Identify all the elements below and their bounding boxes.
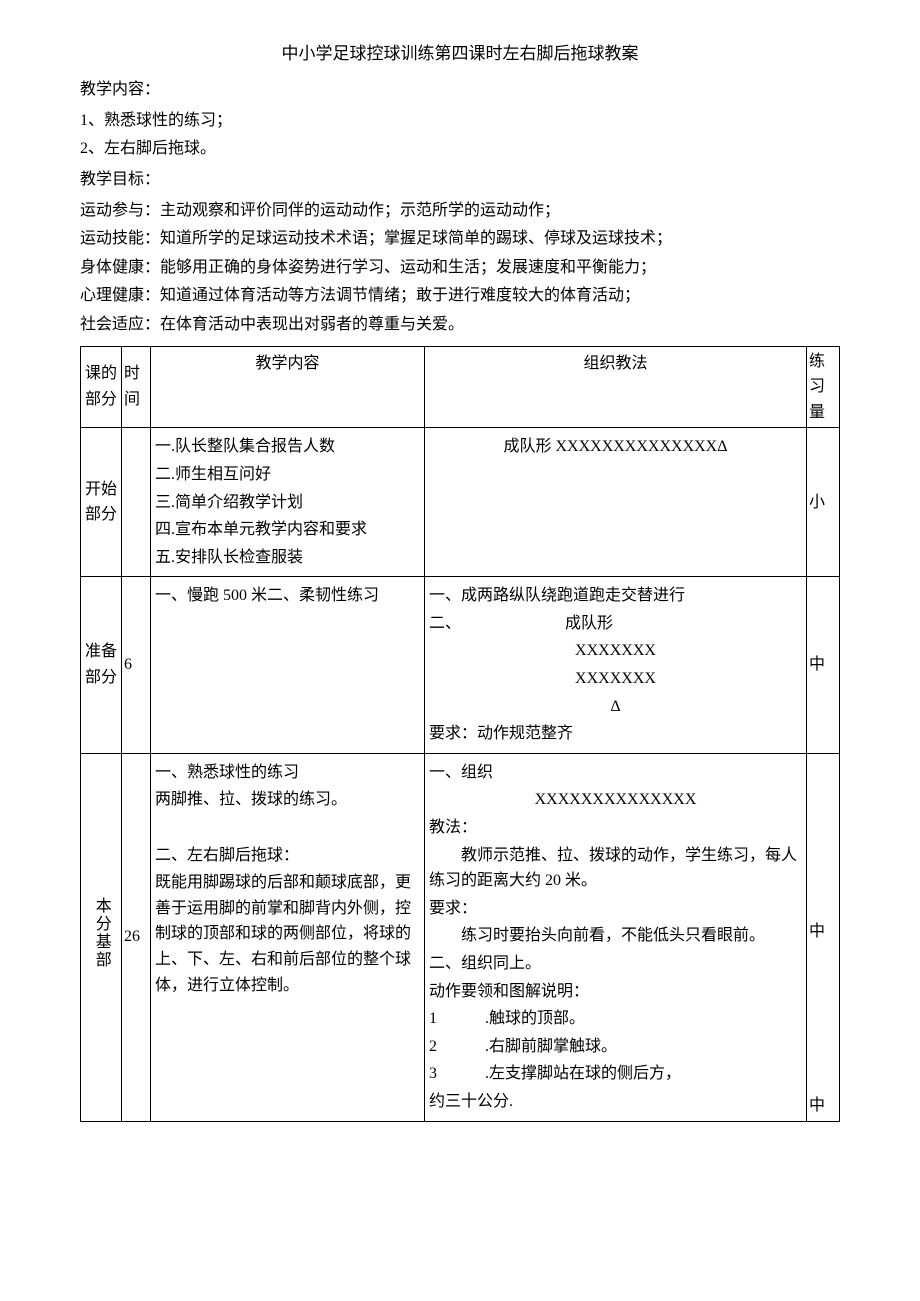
main-method-l8: 约三十公分.	[429, 1089, 802, 1115]
header-volume: 练习量	[807, 346, 840, 428]
main-method-l7: 动作要领和图解说明：	[429, 979, 802, 1005]
header-row: 课的部分 时间 教学内容 组织教法 练习量	[81, 346, 840, 428]
main-method-l4: 要求：	[429, 896, 802, 922]
start-content-l5: 五.安排队长检查服装	[155, 545, 420, 571]
table-row-prep: 准备部分 6 一、慢跑 500 米二、柔韧性练习 一、成两路纵队绕跑道跑走交替进…	[81, 577, 840, 754]
main-volume: 中 中	[807, 753, 840, 1121]
goal-1: 运动参与：主动观察和评价同伴的运动动作；示范所学的运动动作；	[80, 198, 840, 224]
start-content: 一.队长整队集合报告人数 二.师生相互问好 三.简单介绍教学计划 四.宣布本单元…	[151, 428, 425, 577]
main-method-n1a: 1	[429, 1010, 437, 1027]
start-content-l4: 四.宣布本单元教学内容和要求	[155, 517, 420, 543]
content-item-1: 1、熟悉球性的练习；	[80, 108, 840, 134]
main-method-n2: 2 .右脚前脚掌触球。	[429, 1034, 802, 1060]
main-part: 本分基部	[81, 753, 122, 1121]
main-method-form1: XXXXXXXXXXXXXX	[429, 787, 802, 813]
prep-method-l1: 一、成两路纵队绕跑道跑走交替进行	[429, 583, 802, 609]
start-part: 开始部分	[81, 428, 122, 577]
start-volume: 小	[807, 428, 840, 577]
main-method-n2b: .右脚前脚掌触球。	[485, 1038, 617, 1055]
main-method: 一、组织 XXXXXXXXXXXXXX 教法： 教师示范推、拉、拨球的动作，学生…	[425, 753, 807, 1121]
prep-method-form3: Δ	[429, 694, 802, 720]
main-method-l2: 教法：	[429, 815, 802, 841]
prep-method: 一、成两路纵队绕跑道跑走交替进行 二、 成队形 XXXXXXX XXXXXXX …	[425, 577, 807, 754]
prep-method-l2-body: 成队形	[565, 615, 613, 632]
goal-3: 身体健康：能够用正确的身体姿势进行学习、运动和生活；发展速度和平衡能力；	[80, 255, 840, 281]
main-content-l1: 一、熟悉球性的练习	[155, 760, 420, 786]
header-content: 教学内容	[151, 346, 425, 428]
start-content-l1: 一.队长整队集合报告人数	[155, 434, 420, 460]
main-time: 26	[122, 753, 151, 1121]
header-time: 时间	[122, 346, 151, 428]
main-volume-1: 中	[809, 919, 825, 945]
main-content-blank	[155, 815, 420, 841]
prep-content-l1: 一、慢跑 500 米二、柔韧性练习	[155, 583, 420, 609]
prep-method-l2-label: 二、	[429, 615, 461, 632]
table-row-start: 开始部分 一.队长整队集合报告人数 二.师生相互问好 三.简单介绍教学计划 四.…	[81, 428, 840, 577]
main-method-n3a: 3	[429, 1065, 437, 1082]
prep-method-l2: 二、 成队形	[429, 611, 802, 637]
main-content-l3: 二、左右脚后拖球：	[155, 843, 420, 869]
prep-method-form2: XXXXXXX	[429, 666, 802, 692]
lesson-table: 课的部分 时间 教学内容 组织教法 练习量 开始部分 一.队长整队集合报告人数 …	[80, 346, 840, 1122]
main-content: 一、熟悉球性的练习 两脚推、拉、拨球的练习。 二、左右脚后拖球： 既能用脚踢球的…	[151, 753, 425, 1121]
prep-content: 一、慢跑 500 米二、柔韧性练习	[151, 577, 425, 754]
prep-method-req: 要求：动作规范整齐	[429, 721, 802, 747]
prep-volume: 中	[807, 577, 840, 754]
main-method-n1b: .触球的顶部。	[485, 1010, 585, 1027]
goal-4: 心理健康：知道通过体育活动等方法调节情绪；敢于进行难度较大的体育活动；	[80, 283, 840, 309]
header-part: 课的部分	[81, 346, 122, 428]
main-method-l5: 练习时要抬头向前看，不能低头只看眼前。	[429, 923, 802, 949]
start-method-l1: 成队形 XXXXXXXXXXXXXXΔ	[429, 434, 802, 460]
main-method-l1: 一、组织	[429, 760, 802, 786]
main-part-text: 本分基部	[88, 897, 114, 969]
header-method: 组织教法	[425, 346, 807, 428]
prep-method-form1: XXXXXXX	[429, 638, 802, 664]
main-method-n3: 3 .左支撑脚站在球的侧后方，	[429, 1061, 802, 1087]
prep-part: 准备部分	[81, 577, 122, 754]
main-method-n1: 1 .触球的顶部。	[429, 1006, 802, 1032]
goal-5: 社会适应：在体育活动中表现出对弱者的尊重与关爱。	[80, 312, 840, 338]
main-content-l4: 既能用脚踢球的后部和颠球底部，更善于运用脚的前掌和脚背内外侧，控制球的顶部和球的…	[155, 870, 420, 998]
main-volume-2: 中	[809, 1093, 825, 1119]
goal-2: 运动技能：知道所学的足球运动技术术语；掌握足球简单的踢球、停球及运球技术；	[80, 226, 840, 252]
content-item-2: 2、左右脚后拖球。	[80, 136, 840, 162]
main-method-l6: 二、组织同上。	[429, 951, 802, 977]
section-content-title: 教学内容：	[80, 77, 840, 103]
start-method: 成队形 XXXXXXXXXXXXXXΔ	[425, 428, 807, 577]
prep-time: 6	[122, 577, 151, 754]
main-method-n3b: .左支撑脚站在球的侧后方，	[485, 1065, 681, 1082]
main-content-l2: 两脚推、拉、拨球的练习。	[155, 787, 420, 813]
start-time	[122, 428, 151, 577]
table-row-main: 本分基部 26 一、熟悉球性的练习 两脚推、拉、拨球的练习。 二、左右脚后拖球：…	[81, 753, 840, 1121]
section-goals-title: 教学目标：	[80, 167, 840, 193]
main-method-l3: 教师示范推、拉、拨球的动作，学生练习，每人练习的距离大约 20 米。	[429, 843, 802, 894]
main-method-n2a: 2	[429, 1038, 437, 1055]
page-title: 中小学足球控球训练第四课时左右脚后拖球教案	[80, 40, 840, 67]
start-content-l3: 三.简单介绍教学计划	[155, 490, 420, 516]
start-content-l2: 二.师生相互问好	[155, 462, 420, 488]
